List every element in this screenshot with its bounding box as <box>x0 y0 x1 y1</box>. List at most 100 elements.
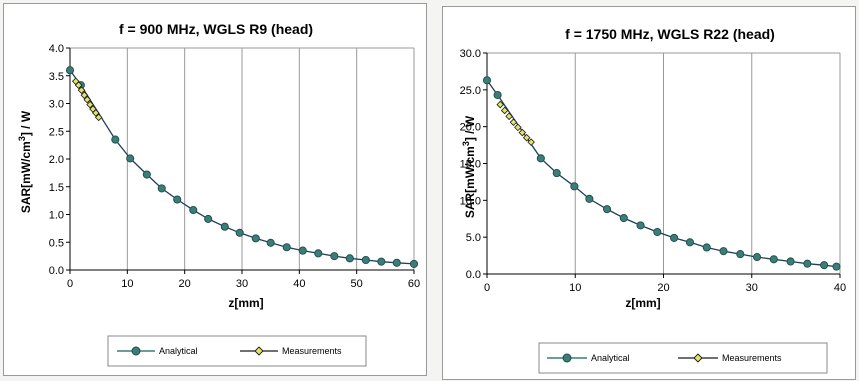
measurement-point <box>496 100 505 109</box>
analytical-point <box>803 259 812 268</box>
y-tick-label: 4.0 <box>49 43 64 55</box>
measurement-point <box>92 109 100 117</box>
y-tick-label: 2.5 <box>49 126 64 138</box>
y-tick-label: 15.0 <box>460 159 481 171</box>
y-tick-label: 0.5 <box>49 237 64 249</box>
legend: Analytical Measurements <box>538 342 828 374</box>
analytical-point <box>392 258 401 267</box>
x-tick-label: 20 <box>179 278 191 290</box>
y-tick-label: 25.0 <box>460 85 481 97</box>
legend: Analytical Measurements <box>107 335 367 367</box>
legend-measurements-marker <box>693 353 703 363</box>
y-tick-label: 3.0 <box>49 99 64 111</box>
y-tick-label: 0.0 <box>49 265 64 277</box>
measurement-point <box>80 91 89 99</box>
analytical-point <box>482 76 492 85</box>
analytical-point <box>330 252 339 261</box>
analytical-point <box>653 227 662 237</box>
y-tick-label: 20.0 <box>460 122 481 134</box>
chart-panel-900mhz: f = 900 MHz, WGLS R9 (head) 0.0 0.5 1.0 1.5… <box>3 3 427 376</box>
measurement-point <box>500 106 509 115</box>
analytical-point <box>832 262 841 271</box>
x-tick-label: 30 <box>236 278 248 290</box>
x-tick-label: 50 <box>351 278 363 290</box>
analytical-point <box>570 182 579 191</box>
analytical-point <box>736 250 745 259</box>
analytical-point <box>173 195 182 204</box>
chart-1750mhz: f = 1750 MHz, WGLS R22 (head) 0.0 5.0 10.0… <box>460 26 846 374</box>
chart-title: f = 900 MHz, WGLS R9 (head) <box>119 21 313 37</box>
measurement-point <box>74 81 83 89</box>
measurement-point <box>509 118 518 127</box>
x-axis-label: z[mm] <box>228 296 263 310</box>
y-tick-label: 2.0 <box>49 154 64 166</box>
analytical-point <box>702 243 711 252</box>
measurement-point <box>527 138 535 146</box>
analytical-point <box>126 154 135 163</box>
analytical-point <box>189 206 198 215</box>
x-tick-label: 40 <box>834 282 846 294</box>
analytical-point <box>142 170 151 179</box>
y-tick-label: 0.0 <box>466 269 481 281</box>
x-tick-label: 0 <box>67 278 73 290</box>
measurement-point <box>505 112 513 121</box>
analytical-point <box>670 233 679 242</box>
analytical-point <box>157 184 166 193</box>
analytical-point <box>409 259 419 268</box>
x-tick-label: 0 <box>484 282 490 294</box>
analytical-point <box>552 169 561 178</box>
analytical-point <box>377 257 386 266</box>
measurement-point <box>518 128 527 137</box>
measurement-point <box>94 113 103 122</box>
analytical-point <box>820 261 829 270</box>
x-axis-label: z[mm] <box>625 296 660 310</box>
chart-panel-1750mhz: f = 1750 MHz, WGLS R22 (head) 0.0 5.0 10.0… <box>442 6 856 380</box>
analytical-point <box>251 234 260 243</box>
legend-measurements-marker <box>254 346 264 356</box>
measurement-point <box>77 86 86 94</box>
x-tick-label: 60 <box>408 278 420 290</box>
analytical-point <box>493 90 502 100</box>
chart-900mhz: f = 900 MHz, WGLS R9 (head) 0.0 0.5 1.0 1.5… <box>17 21 420 367</box>
x-tick-label: 30 <box>746 282 758 294</box>
analytical-point <box>685 238 695 247</box>
analytical-point <box>220 222 229 231</box>
analytical-point <box>266 238 275 247</box>
y-axis-label: SAR[mW/cm3] / W <box>461 115 477 218</box>
analytical-point <box>111 135 120 144</box>
analytical-point <box>235 228 244 237</box>
legend-measurements-label: Measurements <box>282 346 342 356</box>
y-tick-label: 30.0 <box>460 48 481 60</box>
legend-measurements-label: Measurements <box>722 353 782 363</box>
analytical-point <box>619 213 628 223</box>
analytical-point <box>361 255 370 265</box>
y-tick-label: 3.5 <box>49 71 64 83</box>
y-tick-label: 1.0 <box>49 210 64 222</box>
legend-analytical-label: Analytical <box>591 353 630 363</box>
analytical-point <box>752 253 762 262</box>
y-tick-label: 5.0 <box>466 232 481 244</box>
analytical-point <box>786 257 795 266</box>
analytical-point <box>282 243 291 252</box>
x-tick-label: 20 <box>657 282 669 294</box>
analytical-point <box>636 221 645 230</box>
analytical-series-line <box>69 69 415 265</box>
legend-analytical-label: Analytical <box>159 346 198 356</box>
y-tick-label: 10.0 <box>460 195 481 207</box>
analytical-point <box>65 66 75 75</box>
y-axis-label: SAR[mW/cm3] / W <box>17 110 33 213</box>
measurement-point <box>83 95 91 104</box>
measurement-point <box>514 123 522 132</box>
analytical-point <box>719 247 728 256</box>
analytical-point <box>602 205 612 214</box>
analytical-point <box>585 194 594 203</box>
analytical-point <box>314 249 323 258</box>
legend-analytical-marker <box>562 353 572 363</box>
chart-title: f = 1750 MHz, WGLS R22 (head) <box>565 26 775 42</box>
analytical-point <box>298 246 307 255</box>
analytical-point <box>204 214 213 223</box>
analytical-series-line <box>486 79 837 268</box>
analytical-point <box>345 254 354 263</box>
analytical-point <box>536 154 545 163</box>
x-tick-label: 10 <box>569 282 581 294</box>
